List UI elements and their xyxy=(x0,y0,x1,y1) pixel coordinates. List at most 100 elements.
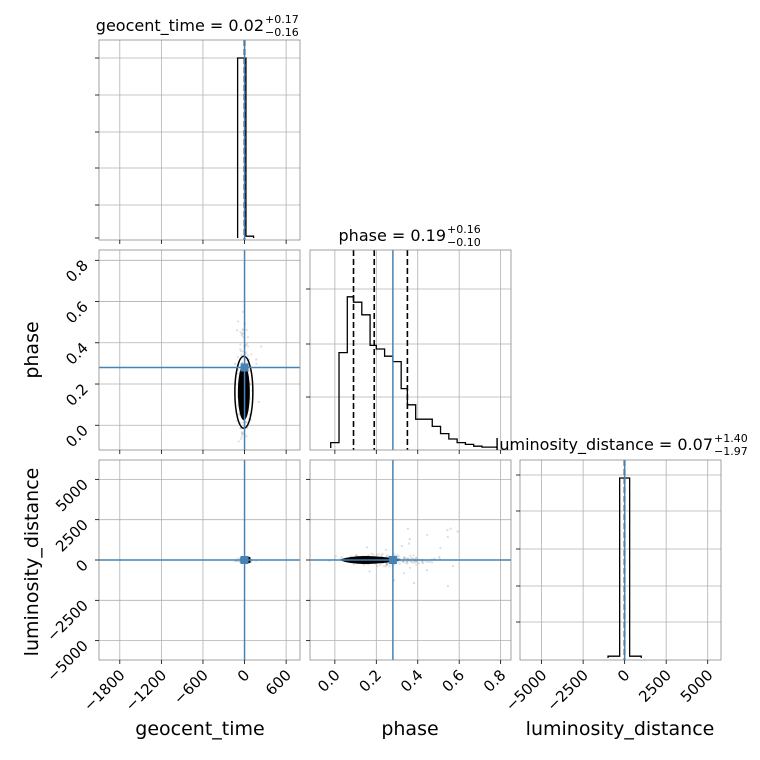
scatter-phase-time-point-132 xyxy=(240,431,243,434)
xtick-label-time-2: −600 xyxy=(170,666,212,708)
ylabel-phase: phase xyxy=(21,321,43,378)
scatter-dist-phase-point-162 xyxy=(433,557,436,560)
title-phase: phase = 0.19 +0.16−0.10 xyxy=(339,223,481,249)
scatter-phase-time-point-48 xyxy=(239,348,242,351)
scatter-phase-time-point-120 xyxy=(248,369,251,372)
scatter-dist-phase-point-121 xyxy=(384,565,388,568)
scatter-phase-time-point-88 xyxy=(236,355,240,359)
scatter-phase-time-outlier-9 xyxy=(239,331,242,334)
scatter-phase-time-outlier-14 xyxy=(246,336,250,339)
scatter-dist-phase-outlier-6 xyxy=(456,530,459,533)
scatter-dist-phase-point-8 xyxy=(411,560,414,563)
scatter-dist-phase-point-163 xyxy=(355,553,358,557)
scatter-phase-time-outlier-16 xyxy=(237,320,240,323)
xtick-label-dist-4: 5000 xyxy=(677,666,717,706)
scatter-dist-phase-point-59 xyxy=(429,560,432,563)
scatter-dist-phase-point-187 xyxy=(380,554,383,557)
title-phase-upper: +0.16 xyxy=(447,223,481,236)
scatter-dist-phase-point-28 xyxy=(412,561,415,564)
scatter-dist-phase-point-29 xyxy=(406,562,409,565)
xlabel-phase: phase xyxy=(381,718,438,740)
scatter-dist-phase-point-149 xyxy=(352,563,355,566)
scatter-dist-phase-point-160 xyxy=(412,554,415,557)
title-luminosity-distance-lower: −1.97 xyxy=(714,445,748,458)
scatter-dist-phase-point-16 xyxy=(410,561,413,564)
xtick-label-dist-3: 2500 xyxy=(635,666,675,706)
scatter-phase-time-point-99 xyxy=(241,333,244,336)
scatter-dist-phase-point-170 xyxy=(363,563,366,566)
scatter-dist-phase-point-214 xyxy=(405,557,408,560)
scatter-dist-phase-point-13 xyxy=(409,554,412,557)
scatter-dist-phase-outlier-10 xyxy=(406,527,409,530)
scatter-phase-time-point-123 xyxy=(240,435,243,438)
title-geocent-time-upper: +0.17 xyxy=(265,13,299,26)
scatter-dist-phase-point-215 xyxy=(396,554,399,557)
scatter-dist-phase-point-184 xyxy=(410,556,413,559)
xtick-label-dist-1: −2500 xyxy=(543,666,592,715)
scatter-phase-time-point-59 xyxy=(235,419,238,422)
scatter-phase-time-point-110 xyxy=(237,440,240,443)
scatter-dist-phase-point-85 xyxy=(407,557,410,560)
scatter-dist-phase-point-89 xyxy=(382,565,386,568)
scatter-dist-phase-outlier-13 xyxy=(400,544,404,548)
scatter-dist-phase-point-42 xyxy=(334,554,337,558)
scatter-dist-phase-outlier-11 xyxy=(402,560,405,564)
scatter-dist-phase-outlier-17 xyxy=(408,538,411,541)
scatter-dist-phase-outlier-7 xyxy=(413,581,416,585)
xtick-label-phase-0: 0.0 xyxy=(314,666,344,696)
scatter-dist-phase-point-48 xyxy=(402,560,405,563)
scatter-dist-phase-point-96 xyxy=(415,560,418,564)
ytick-label-phase-4: 0.8 xyxy=(62,256,92,286)
title-luminosity-distance: luminosity_distance = 0.07 +1.40−1.97 xyxy=(495,432,748,458)
scatter-dist-phase-point-38 xyxy=(379,563,382,566)
scatter-dist-phase-point-55 xyxy=(414,560,417,564)
scatter-dist-phase-outlier-9 xyxy=(384,548,388,551)
scatter-dist-phase-point-47 xyxy=(355,554,358,557)
panel-frame-0 xyxy=(98,39,301,241)
xtick-label-phase-4: 0.8 xyxy=(480,666,510,696)
scatter-dist-phase-point-158 xyxy=(414,563,418,566)
panel-frame-1 xyxy=(98,249,301,451)
ytick-label-phase-1: 0.2 xyxy=(62,380,92,410)
scatter-dist-phase-outlier-22 xyxy=(426,560,430,563)
scatter-dist-phase-outlier-4 xyxy=(449,527,452,530)
scatter-phase-time-outlier-5 xyxy=(233,362,237,366)
scatter-phase-time-point-135 xyxy=(241,350,244,353)
scatter-dist-phase-outlier-18 xyxy=(446,529,449,532)
scatter-phase-time-point-73 xyxy=(246,354,250,357)
scatter-phase-time-outlier-1 xyxy=(255,362,258,365)
scatter-dist-phase-point-86 xyxy=(386,563,389,566)
scatter-phase-time-point-95 xyxy=(242,336,245,339)
xlabel-luminosity-distance: luminosity_distance xyxy=(526,718,715,740)
scatter-dist-phase-point-200 xyxy=(377,553,380,556)
scatter-dist-phase-outlier-2 xyxy=(368,570,371,573)
scatter-phase-time-point-118 xyxy=(241,361,244,364)
scatter-phase-time-point-109 xyxy=(241,332,244,335)
scatter-dist-phase-outlier-23 xyxy=(426,533,429,537)
scatter-dist-time-point-16 xyxy=(236,557,239,560)
xtick-label-time-1: −1200 xyxy=(122,666,171,715)
title-geocent-time: geocent_time = 0.02 +0.17−0.16 xyxy=(96,13,299,39)
title-phase-base: phase = 0.19 xyxy=(339,226,446,245)
truth-marker-panel-3 xyxy=(240,556,249,564)
scatter-dist-phase-point-39 xyxy=(385,562,389,565)
xlabel-geocent-time: geocent_time xyxy=(135,718,264,740)
scatter-dist-phase-point-153 xyxy=(424,560,427,563)
scatter-dist-time-point-39 xyxy=(250,560,253,564)
scatter-dist-phase-point-136 xyxy=(397,555,400,558)
xtick-label-dist-0: −5000 xyxy=(502,666,551,715)
truth-marker-panel-1 xyxy=(240,363,249,372)
scatter-dist-phase-point-177 xyxy=(340,555,344,559)
scatter-dist-phase-point-83 xyxy=(418,562,421,565)
scatter-phase-time-outlier-15 xyxy=(236,329,239,332)
scatter-phase-time-outlier-2 xyxy=(260,345,263,348)
truth-marker-panel-4 xyxy=(388,556,397,564)
scatter-dist-phase-point-1 xyxy=(405,562,408,565)
scatter-dist-phase-point-90 xyxy=(415,556,418,559)
scatter-phase-time-point-137 xyxy=(239,437,243,440)
xtick-label-dist-2: 0 xyxy=(614,666,633,685)
scatter-phase-time-point-35 xyxy=(241,432,244,436)
scatter-dist-phase-point-97 xyxy=(398,562,401,565)
scatter-dist-phase-point-19 xyxy=(421,561,424,565)
